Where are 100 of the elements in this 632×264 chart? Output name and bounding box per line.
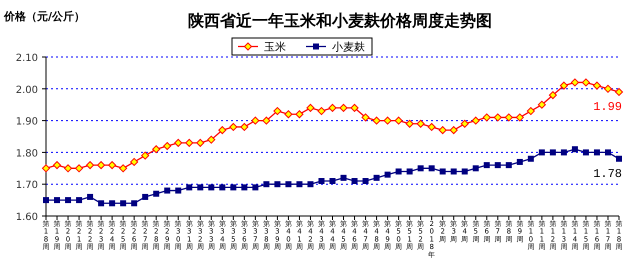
point <box>340 174 347 181</box>
point <box>506 162 512 168</box>
point <box>528 156 534 162</box>
point <box>131 200 138 206</box>
point <box>538 149 545 156</box>
point <box>163 142 172 150</box>
point <box>462 168 468 174</box>
point <box>428 122 436 131</box>
point <box>185 138 194 147</box>
point <box>174 138 182 147</box>
point <box>450 126 458 134</box>
point <box>560 149 567 156</box>
point <box>197 184 204 190</box>
point <box>328 104 336 112</box>
point <box>230 184 236 190</box>
point <box>362 178 369 184</box>
point <box>218 126 226 134</box>
y-tick-label: 1.80 <box>16 148 38 160</box>
point <box>450 168 457 174</box>
point <box>240 122 248 131</box>
point <box>53 161 62 170</box>
point <box>428 165 435 172</box>
legend-label: 小麦麸 <box>332 40 365 54</box>
point <box>196 138 204 147</box>
point <box>108 161 116 170</box>
y-tick-label: 1.60 <box>16 212 38 223</box>
point <box>604 149 611 156</box>
point <box>504 113 513 122</box>
point <box>306 104 314 112</box>
point <box>42 164 50 172</box>
y-axis-title: 价格（元/公斤） <box>3 10 86 23</box>
point <box>273 107 282 116</box>
point <box>372 116 381 125</box>
point <box>317 107 326 116</box>
point <box>152 145 160 154</box>
point <box>438 126 447 134</box>
point <box>87 194 94 200</box>
point <box>550 149 556 156</box>
point <box>251 116 260 125</box>
point <box>406 120 414 128</box>
point <box>142 194 148 200</box>
point <box>207 136 216 144</box>
point <box>340 104 348 112</box>
point <box>296 181 302 188</box>
point <box>384 116 392 125</box>
point <box>229 122 238 131</box>
point <box>484 162 490 168</box>
point <box>175 188 182 194</box>
chart-title: 陕西省近一年玉米和小麦麸价格周度走势图 <box>188 11 492 30</box>
point <box>285 181 292 188</box>
point <box>582 149 589 156</box>
point <box>130 158 138 166</box>
point <box>307 181 314 188</box>
point <box>65 197 72 204</box>
point <box>548 91 557 100</box>
point <box>54 197 60 204</box>
y-tick-label: 1.90 <box>16 116 38 128</box>
point <box>274 181 280 188</box>
point <box>208 184 214 190</box>
point <box>396 168 402 174</box>
point <box>43 197 49 204</box>
point <box>263 181 270 188</box>
point <box>97 161 106 170</box>
y-tick-label: 2.00 <box>16 84 38 96</box>
point <box>472 116 480 125</box>
point <box>374 174 380 181</box>
point <box>516 113 524 122</box>
point <box>64 164 72 172</box>
data-label: 1.78 <box>593 166 622 181</box>
data-label: 1.99 <box>593 100 622 114</box>
point <box>482 113 491 122</box>
point <box>416 120 425 128</box>
point <box>594 149 600 156</box>
point <box>76 197 82 204</box>
y-tick-label: 2.10 <box>16 53 38 64</box>
point <box>141 152 150 160</box>
point <box>352 178 358 184</box>
point <box>241 184 248 190</box>
point <box>252 184 258 190</box>
point <box>440 168 446 174</box>
point <box>350 104 359 112</box>
point <box>406 168 413 174</box>
point <box>330 178 336 184</box>
point <box>418 165 424 172</box>
point <box>75 164 84 172</box>
point <box>119 164 128 172</box>
point <box>494 113 502 122</box>
point <box>572 146 578 152</box>
point <box>494 162 501 168</box>
point <box>362 113 370 122</box>
point <box>98 200 104 206</box>
point <box>592 82 601 90</box>
point <box>86 161 94 170</box>
point <box>460 120 469 128</box>
point <box>153 190 160 197</box>
point <box>526 107 535 116</box>
point <box>604 84 612 93</box>
point <box>120 200 126 206</box>
legend-label: 玉米 <box>264 40 286 54</box>
point <box>560 82 568 90</box>
